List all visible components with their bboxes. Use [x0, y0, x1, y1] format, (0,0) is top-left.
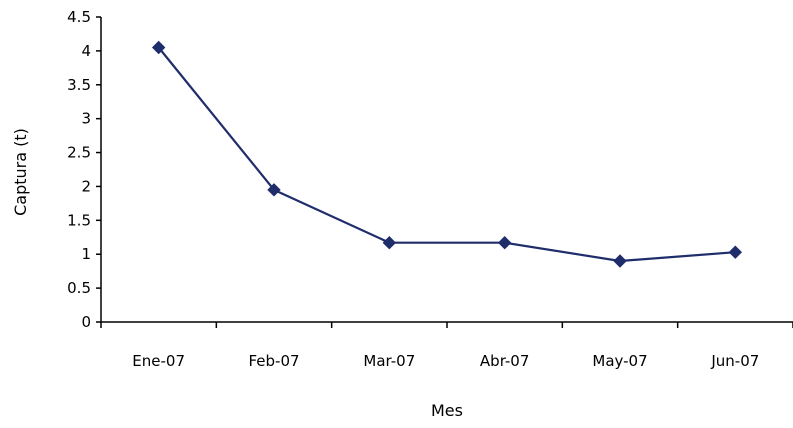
- x-tick-label: Ene-07: [132, 352, 185, 370]
- y-tick-label: 3: [81, 110, 91, 128]
- y-tick-label: 4: [81, 42, 91, 60]
- y-tick-label: 2.5: [67, 144, 91, 162]
- series-line: [157, 46, 736, 263]
- y-axis-title: Captura (t): [11, 128, 30, 216]
- y-tick-label: 0.5: [67, 279, 91, 297]
- series-layer: [151, 40, 743, 268]
- y-tick-label: 3.5: [67, 76, 91, 94]
- data-point-marker: [728, 245, 743, 259]
- x-tick-label: May-07: [592, 352, 647, 370]
- x-tick-label: Abr-07: [480, 352, 530, 370]
- y-tick-label: 4.5: [67, 8, 91, 26]
- y-tick-label: 1.5: [67, 211, 91, 229]
- x-tick-label: Mar-07: [363, 352, 415, 370]
- y-tick-label: 2: [81, 177, 91, 195]
- y-tick-label: 1: [81, 245, 91, 263]
- data-point-marker: [267, 183, 281, 197]
- x-tick-label: Jun-07: [710, 352, 759, 370]
- axes: 0 0.5 1 1.5 2 2.5 3 3.5 4 4.5 Ene-07 Feb-07 Mar-07 Ab…: [67, 8, 793, 370]
- data-point-marker: [497, 235, 512, 250]
- x-axis-title: Mes: [431, 401, 463, 420]
- data-point-marker: [151, 40, 166, 55]
- data-point-marker: [613, 254, 627, 268]
- y-tick-label: 0: [81, 313, 91, 331]
- x-tick-label: Feb-07: [248, 352, 299, 370]
- data-point-marker: [382, 235, 397, 250]
